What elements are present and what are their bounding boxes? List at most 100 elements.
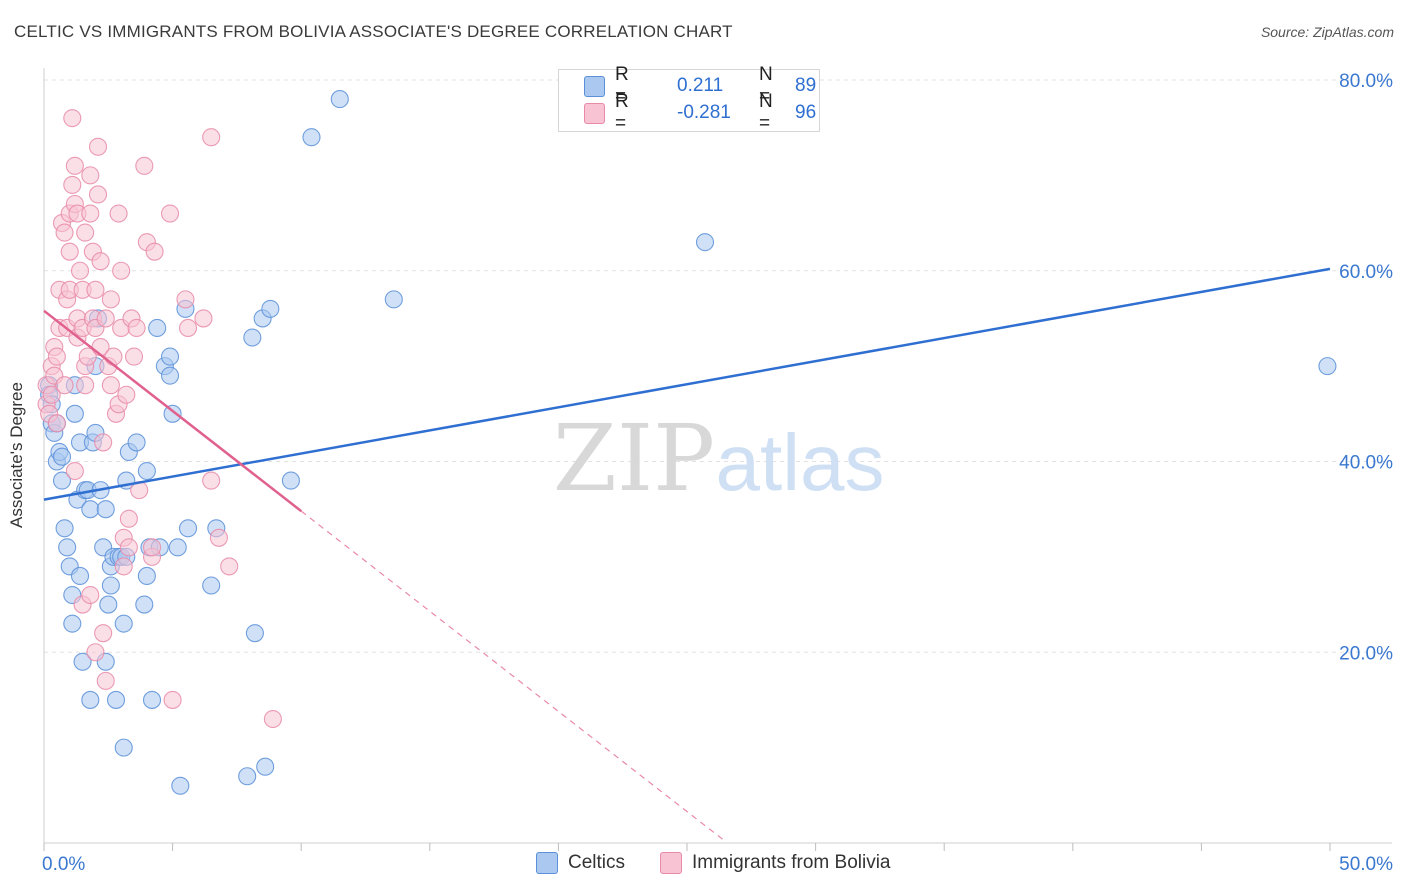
- celtics-point: [238, 767, 257, 786]
- y-tick-label: 40.0%: [1339, 453, 1393, 474]
- legend-swatch-bolivia: [660, 852, 682, 874]
- trend-lines: [43, 267, 1331, 843]
- bolivia-point: [78, 347, 97, 366]
- watermark-zip: ZIP: [553, 405, 715, 512]
- celtics-point: [58, 538, 77, 557]
- bolivia-point: [76, 376, 95, 395]
- bolivia-point: [96, 671, 115, 690]
- x-tick-label-min: 0.0%: [42, 854, 85, 875]
- bolivia-point: [202, 128, 221, 147]
- celtics-point: [384, 290, 403, 309]
- r-label: R =: [615, 64, 629, 107]
- celtics-point: [101, 576, 120, 595]
- celtics-point: [135, 595, 154, 614]
- bolivia-point: [81, 166, 100, 185]
- bolivia-point: [47, 414, 66, 433]
- celtics-point: [160, 366, 180, 385]
- bolivia-point: [86, 280, 105, 299]
- celtics-point: [281, 471, 300, 490]
- bolivia-point: [101, 376, 120, 395]
- r-value: -0.281: [677, 102, 731, 123]
- bolivia-point: [119, 509, 138, 528]
- bolivia-point: [96, 309, 115, 328]
- celtics-point: [70, 566, 90, 586]
- celtics-point: [695, 233, 715, 252]
- bolivia-point: [60, 242, 79, 261]
- celtics-point: [1318, 357, 1337, 376]
- bolivia-point: [86, 643, 105, 662]
- bolivia-point: [220, 557, 239, 576]
- celtics-point: [202, 576, 221, 595]
- legend-item-bolivia[interactable]: Immigrants from Bolivia: [660, 852, 891, 874]
- n-value: 96: [795, 102, 817, 123]
- bolivia-point: [109, 204, 128, 223]
- bolivia-point: [94, 433, 113, 452]
- celtics-point: [106, 690, 126, 709]
- bolivia-point: [209, 528, 228, 547]
- bolivia-point: [114, 557, 133, 576]
- bolivia-point: [142, 538, 162, 557]
- celtics-point: [330, 90, 349, 109]
- bolivia-point: [163, 690, 182, 709]
- watermark: ZIP atlas: [553, 405, 885, 512]
- y-tick-label: 60.0%: [1339, 262, 1393, 283]
- tick-labels: 20.0% 40.0% 60.0% 80.0% 0.0% 50.0%: [42, 71, 1393, 875]
- data-points: [37, 90, 1337, 795]
- legend-swatch-celtics: [536, 852, 558, 874]
- bolivia-trend-line: [43, 309, 302, 513]
- celtics-point: [63, 614, 82, 633]
- r-label: R =: [615, 91, 629, 134]
- celtics-point: [81, 500, 100, 519]
- bolivia-point: [112, 261, 131, 280]
- bolivia-point: [176, 290, 195, 309]
- bolivia-point: [76, 223, 95, 242]
- celtics-point: [52, 471, 72, 490]
- celtics-trend-line: [43, 267, 1331, 501]
- bolivia-point: [263, 709, 282, 729]
- celtics-point: [96, 500, 115, 519]
- celtics-point: [65, 404, 84, 423]
- x-tick-label-max: 50.0%: [1339, 854, 1393, 875]
- bolivia-point: [104, 347, 123, 366]
- bolivia-point: [127, 318, 146, 338]
- celtics-point: [99, 595, 118, 614]
- celtics-point: [168, 538, 187, 557]
- legend-label-celtics: Celtics: [568, 852, 626, 873]
- chart-title: CELTIC VS IMMIGRANTS FROM BOLIVIA ASSOCI…: [14, 22, 733, 41]
- bolivia-point: [81, 585, 100, 605]
- watermark-atlas: atlas: [716, 418, 885, 507]
- bolivia-point: [178, 318, 198, 338]
- n-label: N =: [759, 64, 773, 107]
- gridlines: [44, 79, 1392, 653]
- bolivia-point: [63, 175, 82, 194]
- celtics-point: [148, 318, 167, 338]
- celtics-point: [142, 690, 162, 709]
- bolivia-point: [101, 290, 120, 309]
- n-label: N =: [759, 91, 773, 134]
- celtics-point: [178, 519, 198, 538]
- celtics-point: [52, 447, 72, 466]
- bolivia-trend-extension: [300, 510, 726, 843]
- bolivia-point: [65, 156, 84, 175]
- bolivia-point: [160, 204, 180, 223]
- celtics-point: [73, 652, 92, 671]
- legend-item-celtics[interactable]: Celtics: [536, 852, 625, 874]
- r-value: 0.211: [677, 75, 724, 96]
- celtics-point: [302, 128, 321, 147]
- celtics-point: [55, 519, 74, 538]
- y-tick-label: 20.0%: [1339, 643, 1393, 664]
- bolivia-point: [81, 204, 100, 223]
- bolivia-point: [94, 624, 113, 643]
- legend-swatch-celtics: [584, 76, 605, 97]
- bolivia-point: [88, 137, 108, 156]
- celtics-point: [114, 738, 133, 757]
- bolivia-point: [55, 376, 74, 395]
- bolivia-point: [47, 347, 66, 366]
- y-tick-label: 80.0%: [1339, 71, 1393, 92]
- bolivia-point: [65, 461, 84, 481]
- bolivia-point: [88, 185, 108, 204]
- bolivia-point: [91, 252, 110, 271]
- celtics-point: [171, 776, 190, 795]
- celtics-point: [137, 461, 156, 481]
